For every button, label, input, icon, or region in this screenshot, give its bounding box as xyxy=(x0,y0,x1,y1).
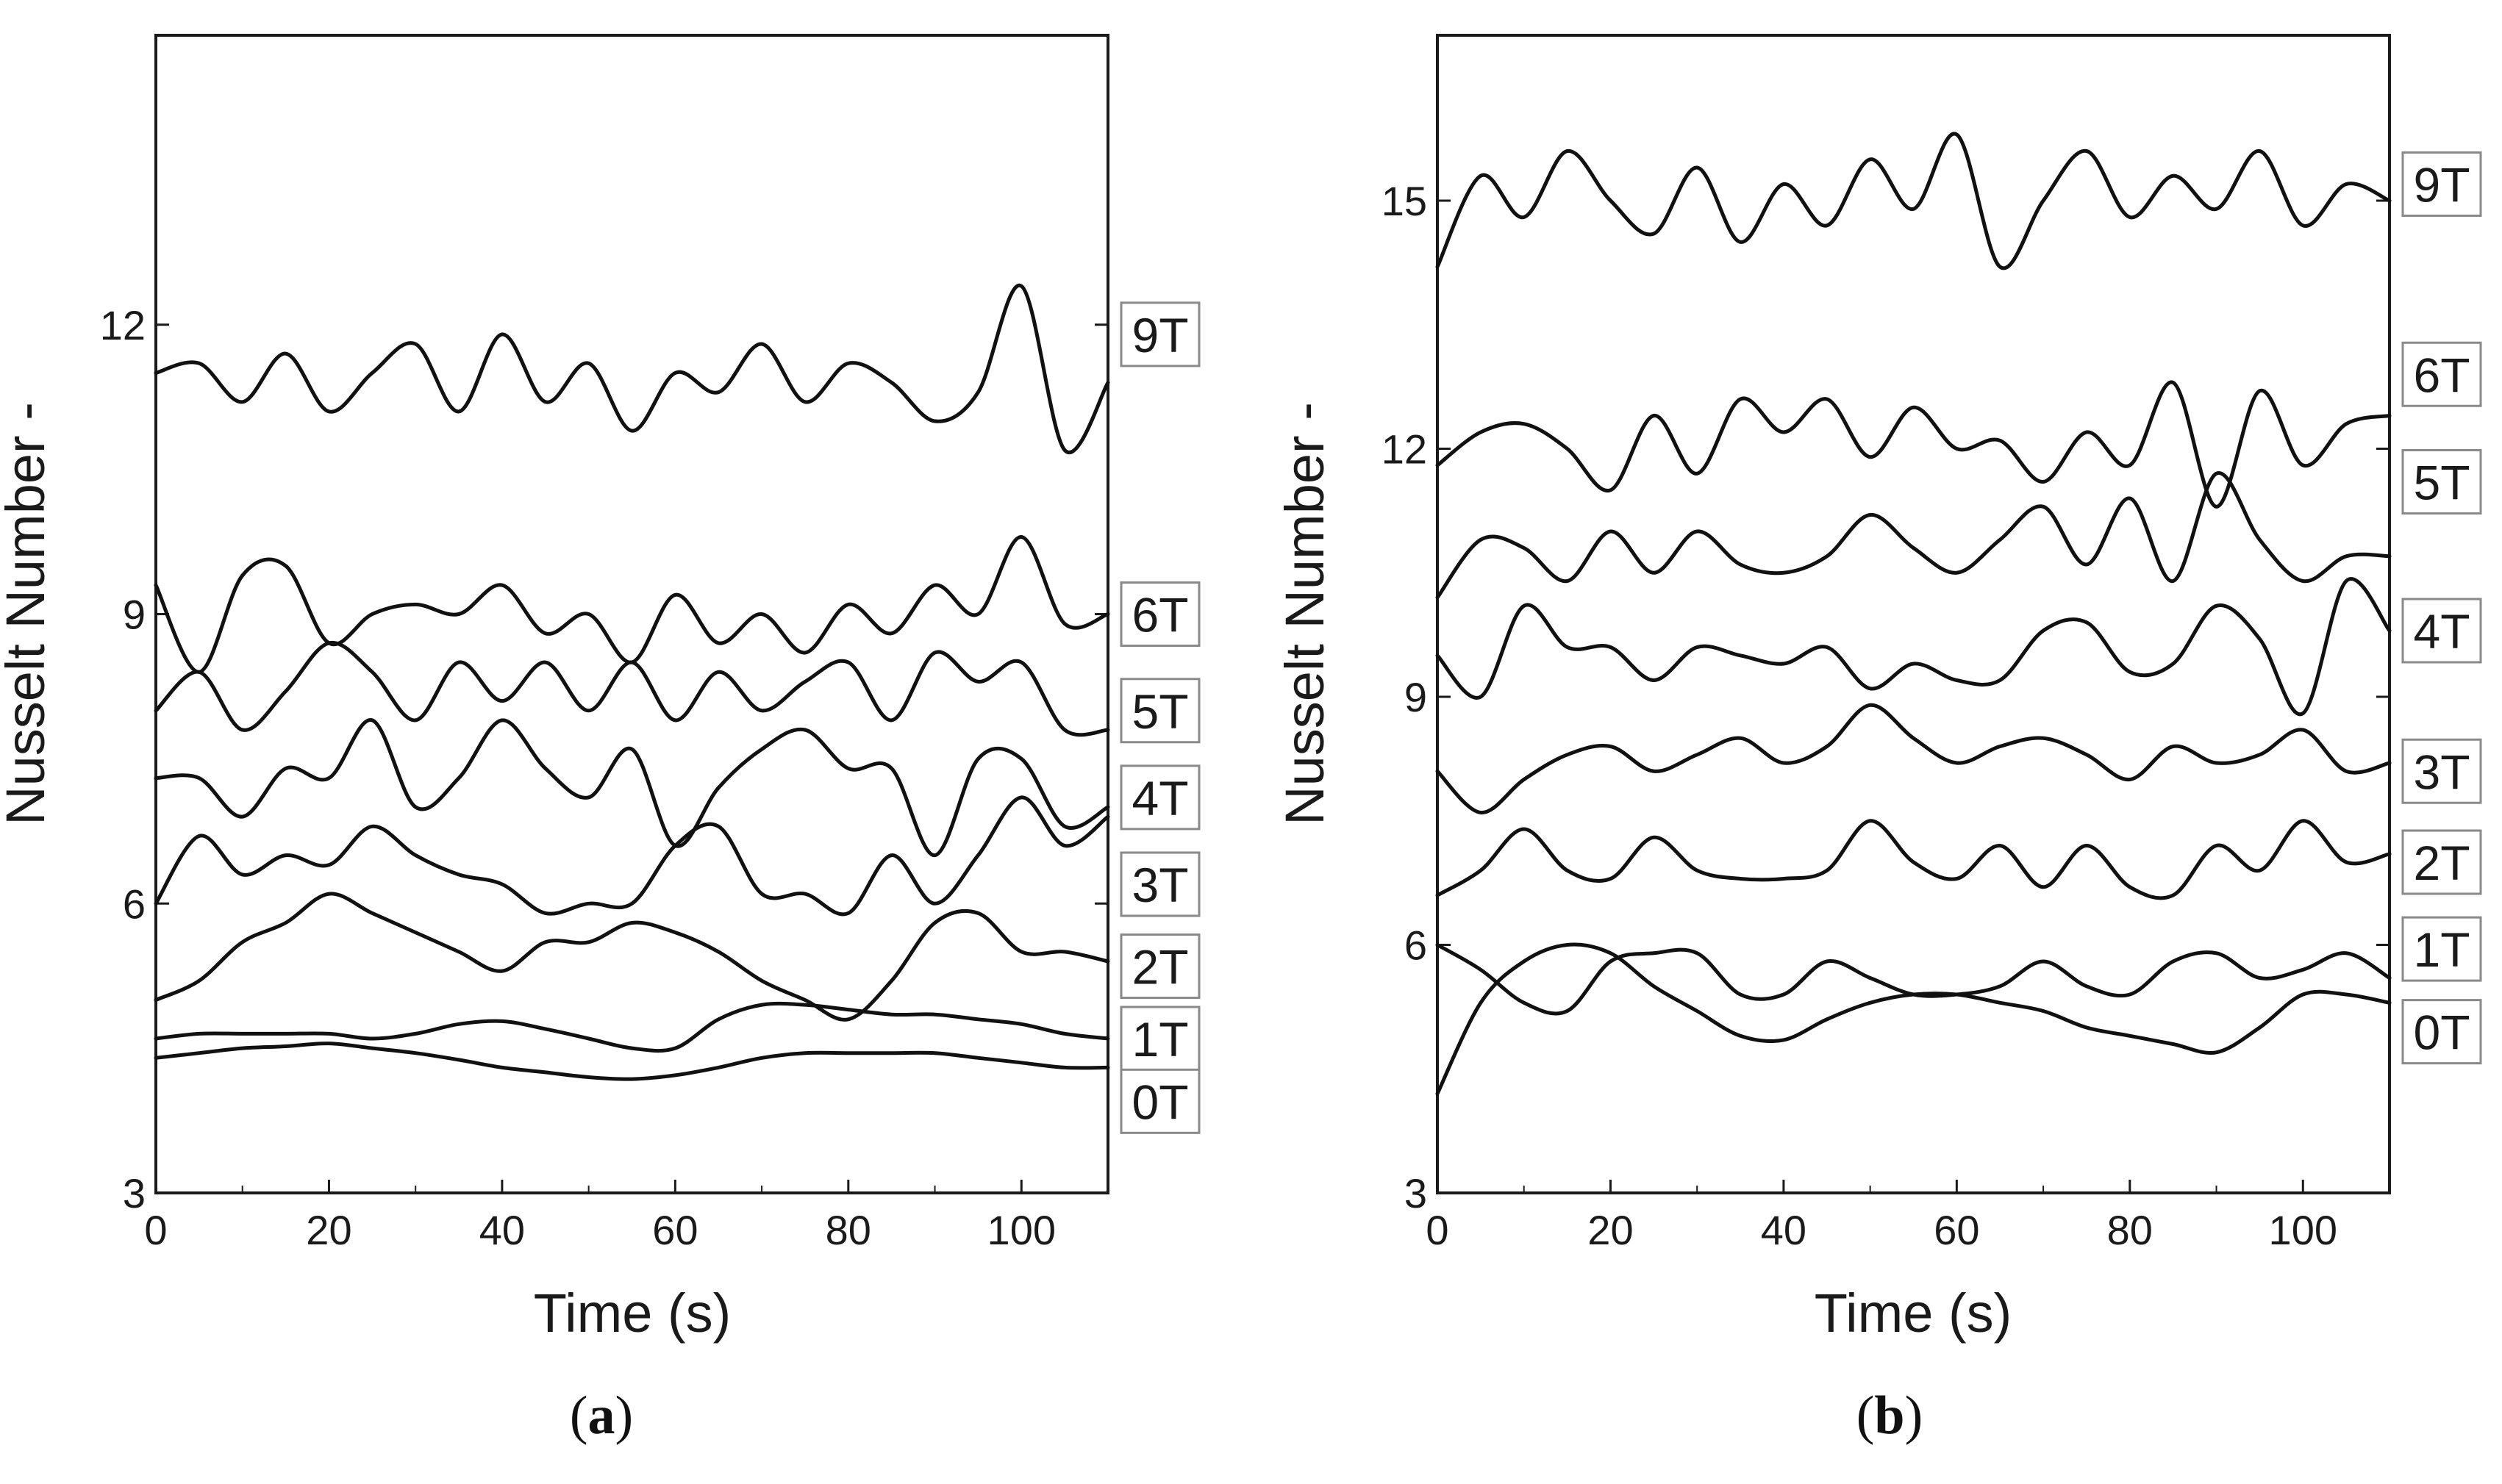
y-tick-label-a-3: 3 xyxy=(123,1170,146,1216)
series-label-box-b-1T xyxy=(2401,916,2482,982)
series-label-a-4T: 4T xyxy=(1132,771,1188,825)
series-label-b-9T: 9T xyxy=(2413,158,2470,212)
y-tick-label-b-3: 3 xyxy=(1404,1170,1427,1216)
y-axis-label-a: Nusselt Number - xyxy=(0,402,56,825)
series-label-box-b-3T xyxy=(2401,738,2482,804)
axis-ticks-b: 0 20 40 60 80 100 3 6 9 12 15 xyxy=(1382,178,2390,1253)
series-line-b-2T xyxy=(1435,819,2392,900)
x-tick-label-b-60: 60 xyxy=(1934,1207,1979,1253)
x-tick-label-a-80: 80 xyxy=(826,1207,871,1253)
series-line-a-1T xyxy=(154,1001,1110,1053)
series-label-box-a-9T xyxy=(1120,301,1201,368)
x-tick-label-b-0: 0 xyxy=(1426,1207,1448,1253)
series-line-b-6T xyxy=(1435,380,2392,509)
panel-a: 0 20 40 60 80 100 3 6 9 12 9T 6T 5T 4T 3T 2T 1T 0T Nusse… xyxy=(0,34,1201,1446)
series-line-a-3T xyxy=(154,795,1110,917)
y-axis-label-b: Nusselt Number - xyxy=(1274,402,1335,825)
series-line-b-4T xyxy=(1435,577,2392,717)
series-label-box-a-5T xyxy=(1120,678,1201,744)
series-label-box-b-5T xyxy=(2401,449,2482,515)
x-tick-label-a-0: 0 xyxy=(144,1207,167,1253)
x-tick-label-b-100: 100 xyxy=(2269,1207,2337,1253)
series-label-box-a-2T xyxy=(1120,933,1201,1000)
series-label-b-4T: 4T xyxy=(2413,604,2470,659)
x-tick-label-a-60: 60 xyxy=(652,1207,698,1253)
series-label-b-6T: 6T xyxy=(2413,348,2470,402)
series-label-a-5T: 5T xyxy=(1132,684,1188,739)
series-line-a-2T xyxy=(154,892,1110,1022)
x-tick-label-b-20: 20 xyxy=(1587,1207,1633,1253)
x-tick-label-b-80: 80 xyxy=(2107,1207,2153,1253)
y-tick-label-b-15: 15 xyxy=(1382,178,1427,224)
series-line-a-0T xyxy=(154,1042,1110,1081)
series-line-a-5T xyxy=(154,641,1110,737)
series-label-box-b-6T xyxy=(2401,341,2482,407)
series-label-box-a-1T xyxy=(1120,1006,1201,1072)
x-tick-label-b-40: 40 xyxy=(1761,1207,1806,1253)
series-labels-a: 9T 6T 5T 4T 3T 2T 1T 0T xyxy=(1120,301,1201,1134)
series-line-b-3T xyxy=(1435,703,2392,814)
series-label-a-9T: 9T xyxy=(1132,308,1188,362)
series-label-b-3T: 3T xyxy=(2413,745,2470,799)
series-label-box-a-0T xyxy=(1120,1068,1201,1134)
series-lines-a xyxy=(154,284,1110,1081)
series-label-box-a-4T xyxy=(1120,764,1201,831)
series-lines-b xyxy=(1435,132,2392,1096)
series-label-a-1T: 1T xyxy=(1132,1012,1188,1067)
series-label-a-6T: 6T xyxy=(1132,588,1188,642)
x-axis-label-b: Time (s) xyxy=(1815,1283,2012,1344)
panel-letter-b: b xyxy=(1874,1386,1904,1446)
y-tick-label-b-6: 6 xyxy=(1404,922,1427,969)
series-label-box-b-9T xyxy=(2401,151,2482,217)
series-label-b-2T: 2T xyxy=(2413,836,2470,890)
series-line-a-4T xyxy=(154,718,1110,858)
series-line-b-5T xyxy=(1435,471,2392,600)
x-tick-label-a-100: 100 xyxy=(987,1207,1056,1253)
series-labels-b: 9T 6T 5T 4T 3T 2T 1T 0T xyxy=(2401,151,2482,1065)
y-tick-label-a-9: 9 xyxy=(123,592,146,638)
plot-frame-b xyxy=(1436,34,2391,1194)
x-tick-label-a-40: 40 xyxy=(479,1207,525,1253)
series-line-b-0T xyxy=(1435,942,2392,1096)
series-label-b-5T: 5T xyxy=(2413,456,2470,510)
panel-caption-b: (b) xyxy=(1856,1386,1923,1446)
series-label-box-b-4T xyxy=(2401,598,2482,664)
panel-b: 0 20 40 60 80 100 3 6 9 12 15 9T 6T 5T 4T 3T 2T 1T 0T Nus… xyxy=(1274,34,2482,1446)
panel-caption-a: (a) xyxy=(570,1386,633,1446)
series-line-a-9T xyxy=(154,284,1110,454)
y-tick-label-b-12: 12 xyxy=(1382,426,1427,473)
series-line-a-6T xyxy=(154,535,1110,674)
axis-ticks-a: 0 20 40 60 80 100 3 6 9 12 xyxy=(100,302,1108,1253)
series-label-box-b-2T xyxy=(2401,829,2482,895)
series-label-box-a-6T xyxy=(1120,581,1201,647)
y-tick-label-a-6: 6 xyxy=(123,881,146,927)
x-axis-label-a: Time (s) xyxy=(534,1283,732,1344)
series-label-b-1T: 1T xyxy=(2413,922,2470,977)
series-label-b-0T: 0T xyxy=(2413,1006,2470,1060)
y-tick-label-a-12: 12 xyxy=(100,302,146,348)
series-line-b-9T xyxy=(1435,132,2392,270)
series-label-a-0T: 0T xyxy=(1132,1075,1188,1129)
x-tick-label-a-20: 20 xyxy=(306,1207,351,1253)
series-label-box-b-0T xyxy=(2401,999,2482,1065)
series-label-a-2T: 2T xyxy=(1132,940,1188,994)
panel-letter-a: a xyxy=(588,1386,615,1446)
series-label-a-3T: 3T xyxy=(1132,858,1188,912)
y-tick-label-b-9: 9 xyxy=(1404,674,1427,720)
series-label-box-a-3T xyxy=(1120,851,1201,917)
